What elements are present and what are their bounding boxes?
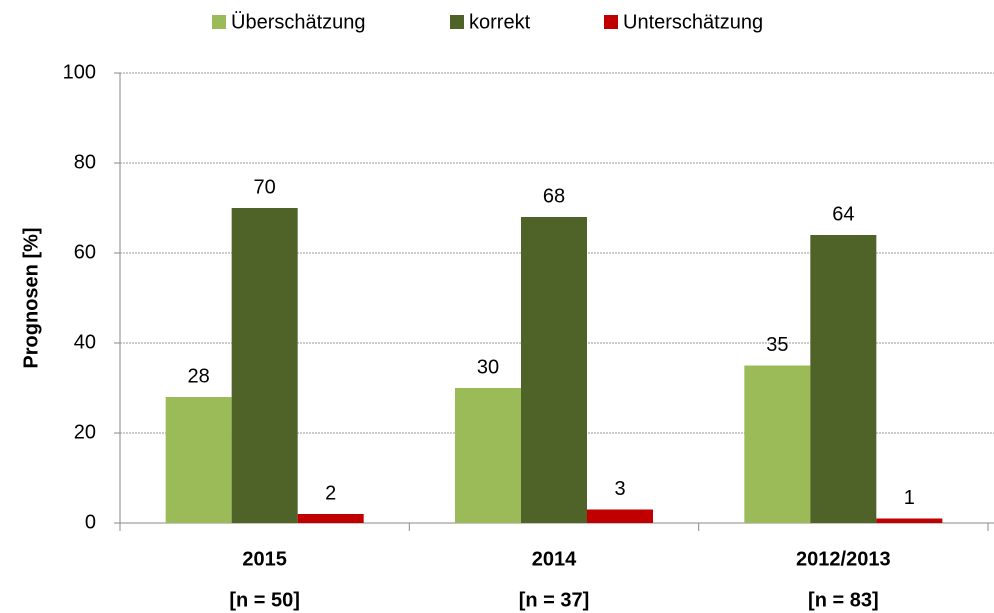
bar [876,518,943,523]
x-tick-sublabel: [n = 83] [808,589,879,611]
bar [744,365,811,523]
y-axis-title: Prognosen [%] [20,227,42,368]
x-tick-label: 2014 [532,548,577,570]
value-label: 70 [254,176,276,198]
legend-swatch [212,15,226,29]
x-tick-sublabel: [n = 50] [229,589,300,611]
value-label: 3 [614,478,625,500]
bar [521,217,587,523]
value-label: 28 [188,365,210,387]
y-tick-label: 20 [74,421,96,443]
y-tick-label: 80 [74,151,96,173]
x-tick-label: 2015 [242,548,287,570]
value-label: 64 [832,203,854,225]
y-tick-label: 0 [85,511,96,533]
legend-label: korrekt [469,11,531,33]
legend-swatch [450,15,464,29]
legend-label: Überschätzung [231,11,366,33]
value-label: 2 [325,482,336,504]
value-label: 30 [477,356,499,378]
y-tick-label: 100 [63,61,96,83]
value-label: 1 [904,487,915,509]
bar [231,208,298,523]
y-tick-label: 40 [74,331,96,353]
y-tick-label: 60 [74,241,96,263]
legend-swatch [604,15,618,29]
value-label: 35 [766,334,788,356]
bar [587,509,653,523]
bar [810,235,877,523]
x-tick-label: 2012/2013 [796,548,891,570]
legend-label: Unterschätzung [623,11,763,33]
x-tick-sublabel: [n = 37] [519,589,590,611]
bar [165,397,232,523]
bar [455,388,521,523]
bar [297,514,364,523]
value-label: 68 [543,185,565,207]
